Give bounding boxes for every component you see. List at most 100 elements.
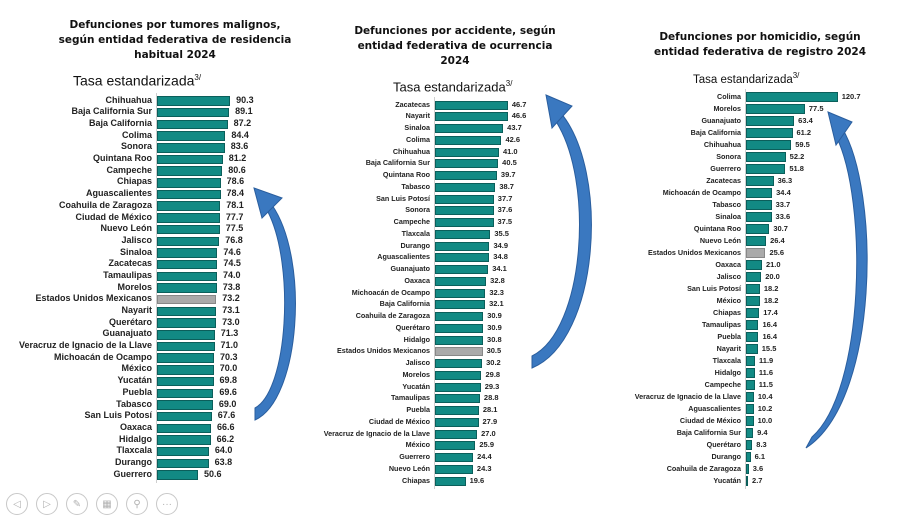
category-label: Veracruz de Ignacio de la Llave xyxy=(323,428,430,438)
value-label: 46.7 xyxy=(511,99,527,109)
value-label: 39.7 xyxy=(500,170,516,179)
category-label: Puebla xyxy=(406,405,430,415)
category-label: Sonora xyxy=(405,205,430,215)
category-label: Veracruz de Ignacio de la Llave xyxy=(18,340,152,351)
category-label: Chiapas xyxy=(402,475,430,485)
category-label: Quintana Roo xyxy=(93,153,152,164)
category-label: Coahuila de Zaragoza xyxy=(666,463,741,473)
value-label: 61.2 xyxy=(796,127,812,137)
bar xyxy=(157,213,220,223)
category-label: Nuevo León xyxy=(699,235,741,245)
category-label: México xyxy=(405,440,430,450)
category-label: Nayarit xyxy=(121,305,152,316)
category-label: Chiapas xyxy=(713,307,741,317)
bar xyxy=(746,416,754,426)
value-label: 50.6 xyxy=(203,468,222,479)
bar xyxy=(746,272,762,282)
category-label: Morelos xyxy=(713,103,741,113)
bar xyxy=(435,335,484,345)
value-label: 74.6 xyxy=(223,246,241,257)
bar xyxy=(746,356,756,366)
category-label: Oaxaca xyxy=(715,259,741,269)
bar xyxy=(435,265,489,274)
category-label: Oaxaca xyxy=(119,421,152,432)
value-label: 78.1 xyxy=(226,199,244,210)
value-label: 80.6 xyxy=(228,164,246,175)
previous-icon[interactable]: ◁ xyxy=(6,493,28,515)
value-label: 11.9 xyxy=(759,355,774,365)
chart-2-ylabel: Tasa estandarizada3/ xyxy=(393,76,512,95)
next-icon[interactable]: ▷ xyxy=(36,493,58,515)
bar xyxy=(157,271,217,282)
category-label: Colima xyxy=(717,91,741,101)
value-label: 66.2 xyxy=(216,433,235,444)
category-label: Guerrero xyxy=(399,452,430,462)
value-label: 30.2 xyxy=(486,358,501,367)
more-icon[interactable]: ··· xyxy=(156,493,178,515)
bar xyxy=(746,380,755,390)
chart-1-title: Defunciones por tumores malignos, según … xyxy=(58,19,292,61)
bar xyxy=(746,428,754,438)
category-label: Guerrero xyxy=(710,163,741,173)
bar xyxy=(157,96,231,106)
pen-icon[interactable]: ✎ xyxy=(66,493,88,515)
bar xyxy=(435,135,502,145)
bar xyxy=(157,341,215,352)
value-label: 3.6 xyxy=(752,463,764,473)
category-label: Nayarit xyxy=(405,111,430,121)
bar xyxy=(435,382,481,392)
value-label: 71.3 xyxy=(220,328,239,339)
category-label: Aguascalientes xyxy=(85,188,152,199)
category-label: Hidalgo xyxy=(714,367,741,377)
category-label: Sonora xyxy=(716,151,741,161)
category-label: Veracruz de Ignacio de la Llave xyxy=(634,391,741,401)
chart-3-axis xyxy=(745,89,746,489)
value-label: 51.8 xyxy=(789,163,804,173)
category-label: Yucatán xyxy=(713,475,741,485)
arrow-head-2 xyxy=(545,94,573,130)
value-label: 28.1 xyxy=(482,405,498,414)
category-label: San Luis Potosí xyxy=(84,410,152,421)
bar xyxy=(435,300,486,310)
bar xyxy=(157,259,218,270)
category-label: Zacatecas xyxy=(108,258,152,269)
value-label: 77.5 xyxy=(225,223,244,234)
bar xyxy=(157,178,221,188)
value-label: 32.8 xyxy=(490,275,505,285)
category-label: México xyxy=(716,295,741,305)
bar xyxy=(746,188,773,198)
category-label: Hidalgo xyxy=(403,334,430,344)
value-label: 34.4 xyxy=(776,187,791,197)
bar xyxy=(435,417,479,427)
arrow-head-3 xyxy=(827,111,853,147)
value-label: 69.6 xyxy=(219,386,237,397)
bar xyxy=(157,224,220,235)
category-label: Querétaro xyxy=(108,316,152,327)
chart-3-ylabel: Tasa estandarizada3/ xyxy=(693,68,799,88)
tasa-footnote: 3/ xyxy=(792,71,800,80)
category-label: Durango xyxy=(711,451,741,461)
bar xyxy=(157,400,213,410)
value-label: 28.8 xyxy=(483,393,499,403)
category-label: Colima xyxy=(121,129,152,140)
curved-arrow-2 xyxy=(531,111,592,369)
bar xyxy=(435,429,478,439)
category-label: Tamaulipas xyxy=(701,319,741,329)
bar xyxy=(157,283,217,293)
value-label: 34.9 xyxy=(493,240,509,250)
value-label: 33.7 xyxy=(775,199,791,209)
slideshow-toolbar: ◁ ▷ ✎ ▦ ⚲ ··· xyxy=(6,493,178,515)
value-label: 24.4 xyxy=(477,452,492,461)
value-label: 66.6 xyxy=(216,421,235,432)
value-label: 11.6 xyxy=(758,367,773,377)
value-label: 87.2 xyxy=(233,117,252,128)
category-label: Sinaloa xyxy=(715,211,741,221)
value-label: 34.1 xyxy=(492,264,507,273)
zoom-icon[interactable]: ⚲ xyxy=(126,493,148,515)
value-label: 30.8 xyxy=(487,334,502,344)
value-label: 63.8 xyxy=(214,456,233,467)
bar xyxy=(157,435,211,445)
slides-icon[interactable]: ▦ xyxy=(96,493,118,515)
value-label: 25.6 xyxy=(769,247,785,257)
value-label: 34.8 xyxy=(493,252,508,262)
